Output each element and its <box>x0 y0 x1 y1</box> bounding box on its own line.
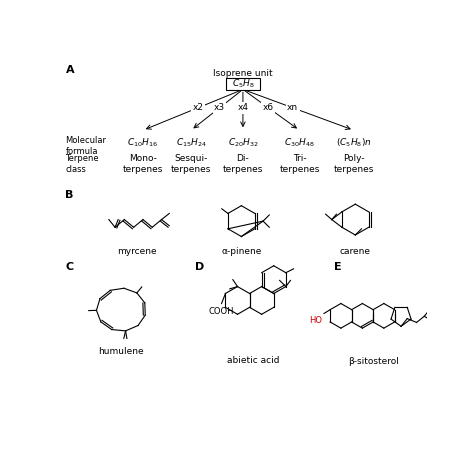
Text: humulene: humulene <box>99 347 144 356</box>
Text: myrcene: myrcene <box>117 246 156 256</box>
Text: Poly-
terpenes: Poly- terpenes <box>334 154 374 174</box>
Text: Sesqui-
terpenes: Sesqui- terpenes <box>171 154 211 174</box>
Text: xn: xn <box>287 103 298 113</box>
FancyBboxPatch shape <box>226 78 260 90</box>
Text: α-pinene: α-pinene <box>221 246 262 256</box>
Text: carene: carene <box>340 246 371 256</box>
Text: $C_{10}H_{16}$: $C_{10}H_{16}$ <box>128 137 158 149</box>
Text: $C_{20}H_{32}$: $C_{20}H_{32}$ <box>228 137 258 149</box>
Text: x2: x2 <box>192 103 203 113</box>
Text: Mono-
terpenes: Mono- terpenes <box>123 154 163 174</box>
Text: $C_{15}H_{24}$: $C_{15}H_{24}$ <box>175 137 207 149</box>
Text: abietic acid: abietic acid <box>227 356 279 365</box>
Text: $(C_5H_8)n$: $(C_5H_8)n$ <box>336 137 372 149</box>
Text: $C_5H_8$: $C_5H_8$ <box>231 78 255 90</box>
Text: Isoprene unit: Isoprene unit <box>213 69 273 78</box>
Text: Di-
terpenes: Di- terpenes <box>223 154 263 174</box>
Text: x6: x6 <box>263 103 274 113</box>
Text: A: A <box>65 65 74 75</box>
Text: E: E <box>334 262 342 272</box>
Text: x4: x4 <box>237 103 248 113</box>
Text: COOH: COOH <box>209 307 234 316</box>
Text: Molecular
formula: Molecular formula <box>65 137 107 156</box>
Text: $C_{30}H_{48}$: $C_{30}H_{48}$ <box>284 137 315 149</box>
Text: β-sitosterol: β-sitosterol <box>348 357 399 366</box>
Text: x3: x3 <box>214 103 225 113</box>
Text: D: D <box>195 262 204 272</box>
Text: B: B <box>65 190 74 200</box>
Text: HO: HO <box>310 316 322 325</box>
Text: C: C <box>65 262 73 272</box>
Text: Terpene
class: Terpene class <box>65 154 99 174</box>
Text: Tri-
terpenes: Tri- terpenes <box>279 154 319 174</box>
